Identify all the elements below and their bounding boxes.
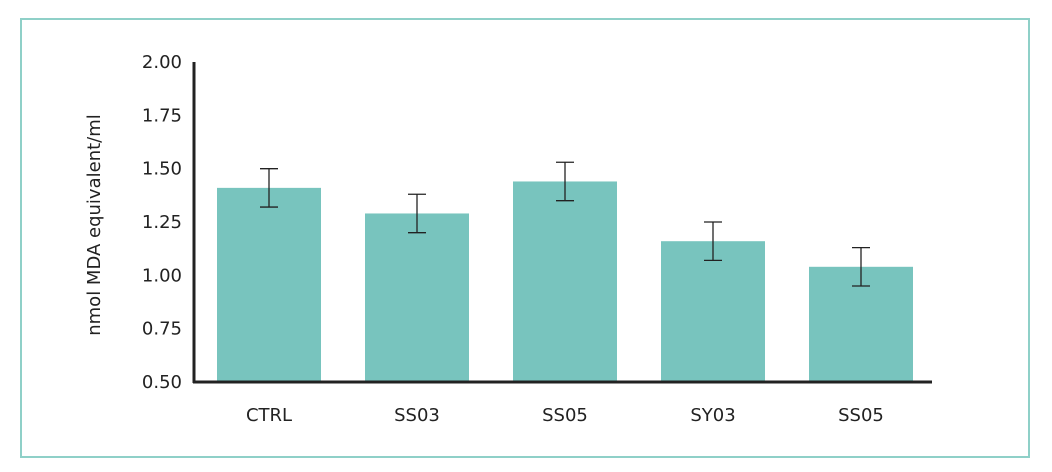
bar bbox=[365, 213, 469, 382]
y-tick-label: 1.25 bbox=[142, 212, 182, 233]
y-tick-label: 1.75 bbox=[142, 105, 182, 126]
y-tick-label: 0.50 bbox=[142, 372, 182, 393]
y-tick-label: 1.50 bbox=[142, 159, 182, 180]
y-axis-ticks: 0.50 0.75 1.00 1.25 1.50 1.75 2.00 bbox=[142, 52, 182, 393]
bar bbox=[217, 187, 321, 382]
bar bbox=[661, 241, 765, 382]
bars bbox=[217, 181, 913, 382]
y-tick-label: 2.00 bbox=[142, 52, 182, 73]
x-category-label: SS05 bbox=[838, 405, 884, 426]
y-axis-title: nmol MDA equivalent/ml bbox=[84, 114, 105, 336]
bar bbox=[513, 181, 617, 382]
x-category-label: CTRL bbox=[246, 405, 292, 426]
error-bars bbox=[260, 161, 870, 287]
x-category-label: SS05 bbox=[542, 405, 588, 426]
x-category-label: SS03 bbox=[394, 405, 440, 426]
x-axis-labels: CTRL SS03 SS05 SY03 SS05 bbox=[246, 405, 884, 426]
y-tick-label: 0.75 bbox=[142, 319, 182, 340]
x-category-label: SY03 bbox=[690, 405, 735, 426]
y-tick-label: 1.00 bbox=[142, 265, 182, 286]
